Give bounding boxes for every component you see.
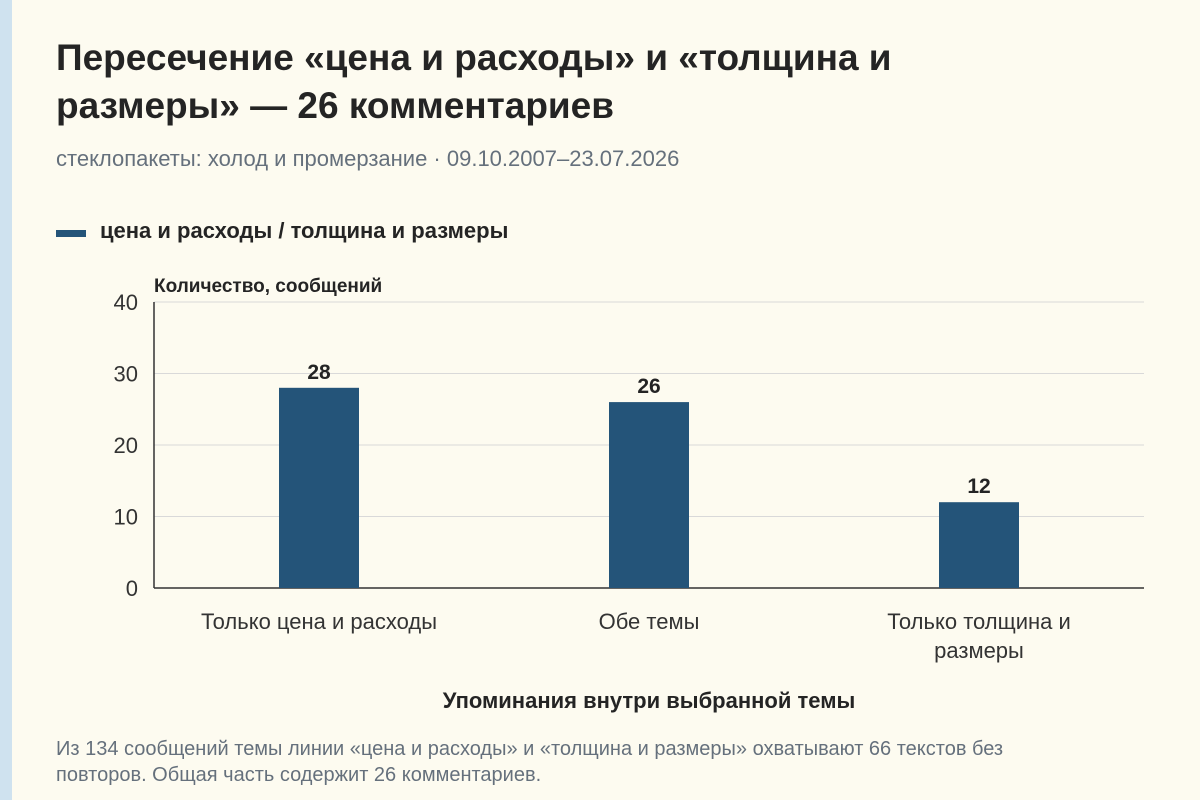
bar-value-label: 12 [967,475,990,498]
x-tick-label: размеры [934,638,1024,663]
y-tick-label: 40 [114,290,138,315]
left-accent-strip [0,0,12,800]
x-tick-label: Только цена и расходы [201,609,437,634]
page-title: Пересечение «цена и расходы» и «толщина … [56,37,892,126]
legend-label: цена и расходы / толщина и размеры [100,218,509,243]
bar-value-label: 28 [307,361,331,384]
y-axis-title: Количество, сообщений [154,276,382,297]
chart-footnote: Из 134 сообщений темы линии «цена и расх… [56,738,1004,786]
bar-value-label: 26 [637,375,660,398]
page-subtitle: стеклопакеты: холод и промерзание · 09.1… [56,146,680,171]
bar [609,402,689,588]
x-axis-title: Упоминания внутри выбранной темы [443,688,856,713]
y-tick-label: 30 [114,362,138,387]
y-tick-label: 20 [114,433,138,458]
chart-legend: цена и расходы / толщина и размеры [56,218,508,244]
legend-swatch [56,229,86,237]
x-tick-label: Обе темы [599,609,700,634]
bar [279,387,359,588]
bar [939,502,1019,588]
x-tick-label: Только толщина и [887,609,1071,634]
y-tick-label: 0 [126,576,138,601]
y-tick-label: 10 [114,505,138,530]
